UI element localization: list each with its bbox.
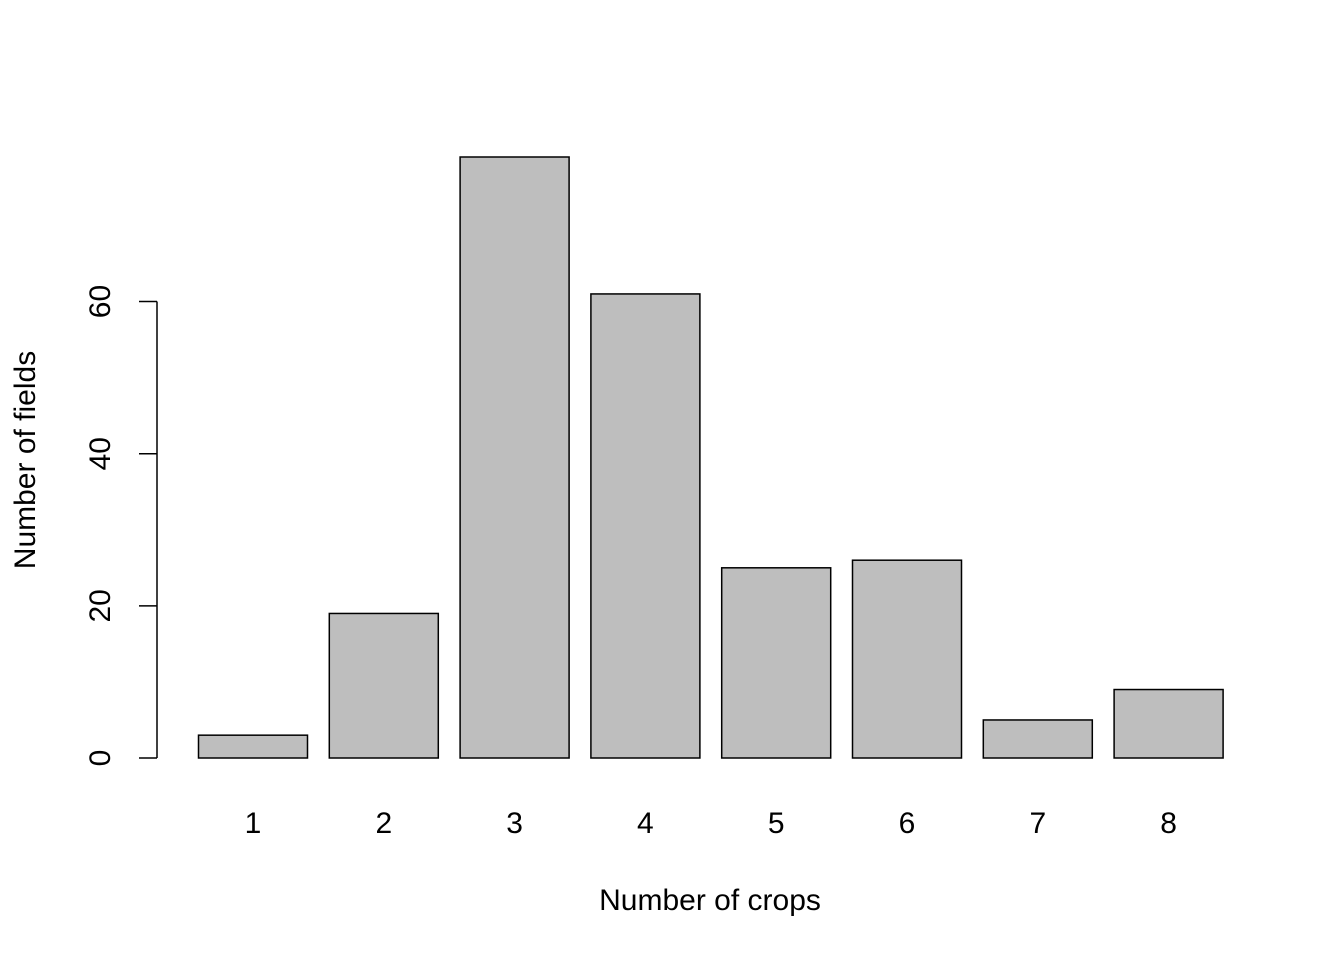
x-tick-label: 2 [375, 807, 392, 840]
bar-4 [590, 293, 701, 759]
x-tick-label: 3 [506, 807, 523, 840]
x-axis-title: Number of crops [599, 884, 821, 917]
x-tick-label: 6 [899, 807, 916, 840]
x-tick-label: 5 [768, 807, 785, 840]
y-tick-label: 40 [84, 437, 117, 470]
bar-6 [851, 559, 963, 759]
bar-7 [982, 719, 1094, 759]
y-tick-label: 20 [84, 589, 117, 622]
y-tick-label: 0 [84, 750, 117, 767]
y-axis: 0 20 40 60 [84, 285, 158, 767]
bar-2 [328, 612, 440, 759]
bars-group [197, 156, 1224, 759]
y-tick-label: 60 [84, 285, 117, 318]
bar-5 [720, 567, 832, 759]
x-tick-label: 4 [637, 807, 654, 840]
x-tick-labels: 1 2 3 4 5 6 7 8 [245, 807, 1177, 840]
x-tick-label: 1 [245, 807, 262, 840]
y-axis-title: Number of fields [9, 351, 42, 569]
bar-3 [459, 156, 570, 759]
x-tick-label: 7 [1029, 807, 1046, 840]
bar-8 [1113, 688, 1224, 759]
x-tick-label: 8 [1160, 807, 1177, 840]
bar-1 [197, 734, 309, 759]
